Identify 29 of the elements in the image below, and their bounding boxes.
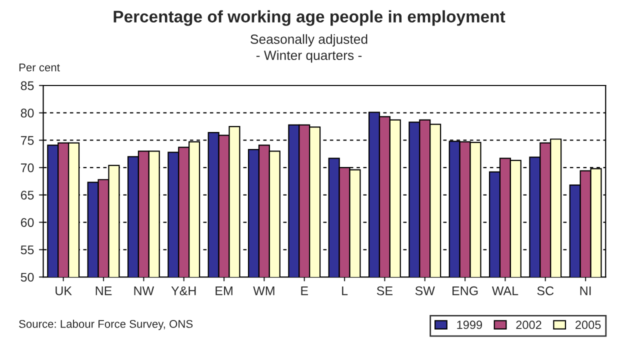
- y-tick-label: 60: [20, 218, 34, 227]
- chart-subtitle: Seasonally adjusted - Winter quarters -: [250, 34, 368, 63]
- x-tick-label: L: [342, 286, 348, 296]
- y-tick-label: 65: [20, 190, 34, 200]
- y-tick-label: 55: [20, 246, 34, 254]
- legend-label: 2002: [516, 320, 542, 330]
- y-axis-title: Per cent: [19, 64, 60, 72]
- x-tick-label: Y&H: [171, 286, 196, 296]
- x-tick-label: NE: [96, 286, 112, 296]
- y-tick-label: 50: [20, 272, 34, 282]
- x-tick-label: E: [301, 286, 308, 296]
- x-tick-label: SW: [415, 286, 435, 296]
- y-tick-label: 85: [20, 81, 34, 90]
- y-tick-label: 70: [20, 163, 34, 172]
- legend-label: 1999: [457, 320, 482, 330]
- x-tick-label: SE: [376, 286, 393, 296]
- y-tick-label: 75: [20, 136, 34, 145]
- x-tick-label: WM: [253, 286, 274, 296]
- x-tick-label: NI: [580, 286, 591, 296]
- x-tick-label: SC: [537, 286, 554, 296]
- y-tick-label: 80: [20, 108, 34, 118]
- x-tick-label: WAL: [492, 286, 518, 296]
- x-tick-label: EM: [216, 286, 232, 296]
- source-note: Source: Labour Force Survey, ONS: [19, 320, 193, 330]
- x-tick-label: UK: [56, 286, 72, 296]
- x-tick-label: ENG: [452, 286, 478, 296]
- x-tick-label: NW: [134, 286, 154, 296]
- chart-title: Percentage of working age people in employment: [114, 10, 506, 26]
- legend-label: 2005: [576, 320, 601, 330]
